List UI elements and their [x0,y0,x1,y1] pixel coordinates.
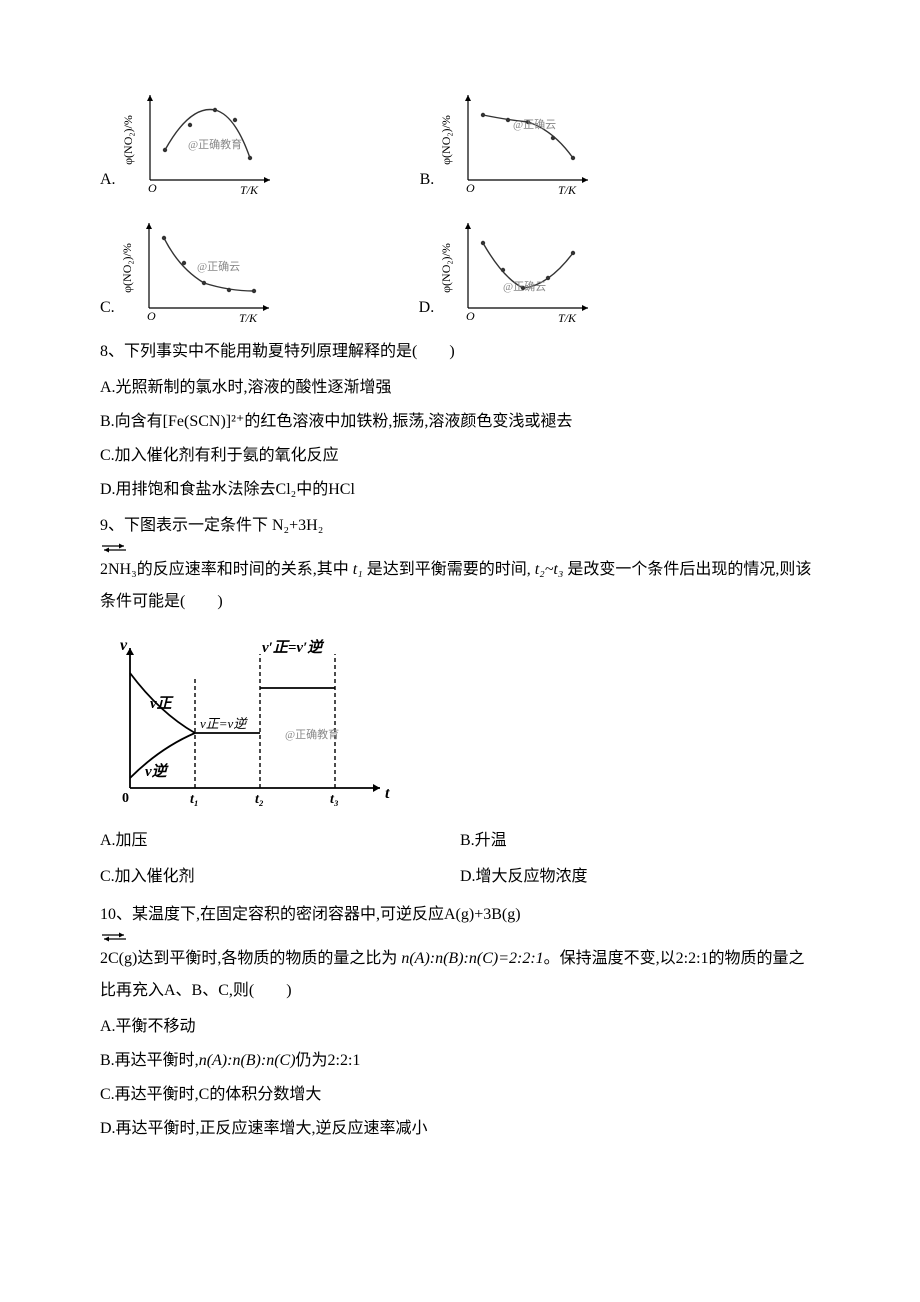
q10-b-ratio: n(A):n(B):n(C) [199,1052,296,1069]
t2-label: t₂ [255,792,264,807]
q8-option-c: C.加入催化剂有利于氨的氧化反应 [100,440,820,472]
q10-b-pre: B.再达平衡时, [100,1052,199,1069]
chart-row-1: A. φ(NO₂)/% O T/K @正确教育 B. φ(NO₂)/% O T/… [100,80,820,200]
q9-stem: 9、下图表示一定条件下 N₂+3H₂ 2NH₃的反应速率和时间的关系,其中 t₁… [100,510,820,618]
q10-ratio1: n(A):n(B):n(C)=2:2:1 [401,950,543,967]
origin-label: O [147,309,156,323]
x-axis-label: T/K [239,311,258,325]
v-reverse-label: v逆 [145,762,170,780]
q9-stem-pre: 9、下图表示一定条件下 N₂+3H₂ [100,517,323,534]
chart-row-2: C. φ(NO₂)/% O T/K @正确云 D. φ(NO₂)/% O T/K [100,208,820,328]
option-label-b: B. [420,164,435,196]
chart-cell-d: D. φ(NO₂)/% O T/K @正确云 [419,208,599,328]
v-forward-label: v正 [150,696,175,712]
origin-label: O [466,309,475,323]
chart-cell-b: B. φ(NO₂)/% O T/K @正确云 [420,80,599,200]
q8-option-a: A.光照新制的氯水时,溶液的酸性逐渐增强 [100,372,820,404]
eq1-label: v正=v逆 [200,716,248,731]
q10-stem-post: 2C(g)达到平衡时,各物质的物质的量之比为 [100,950,401,967]
q9-option-b: B.升温 [460,825,820,857]
q10-option-a: A.平衡不移动 [100,1011,820,1043]
chart-cell-c: C. φ(NO₂)/% O T/K @正确云 [100,208,279,328]
origin-label: O [148,181,157,195]
chart-cell-a: A. φ(NO₂)/% O T/K @正确教育 [100,80,280,200]
watermark: @正确云 [503,280,546,293]
t3-label: t₃ [330,792,339,807]
q8-option-b: B.向含有[Fe(SCN)]²⁺的红色溶液中加铁粉,振荡,溶液颜色变浅或褪去 [100,406,820,438]
chart-a: φ(NO₂)/% O T/K @正确教育 [120,80,280,200]
t1-label: t₁ [190,792,199,807]
q9-option-a: A.加压 [100,825,460,857]
q10-option-b: B.再达平衡时,n(A):n(B):n(C)仍为2:2:1 [100,1045,820,1077]
equilibrium-arrows-icon [100,542,128,554]
origin-label: 0 [122,791,129,806]
x-axis-label: T/K [558,311,577,325]
watermark: @正确云 [513,118,556,131]
x-axis-label: t [385,785,390,802]
q9-t1: t₁ [353,561,363,578]
y-axis-label: φ(NO₂)/% [439,115,453,165]
y-axis-label: φ(NO₂)/% [439,243,453,293]
chart-b: φ(NO₂)/% O T/K @正确云 [438,80,598,200]
eq2-label: v′正=v′逆 [262,638,325,656]
option-label-a: A. [100,164,116,196]
y-axis-label: v [120,637,128,654]
q9-option-c: C.加入催化剂 [100,861,460,893]
q9-t1-text: 是达到平衡需要的时间, [363,561,535,578]
watermark: @正确教育 [285,727,339,741]
q9-stem-post: 2NH₃的反应速率和时间的关系,其中 [100,561,353,578]
q8-option-d: D.用排饱和食盐水法除去Cl₂中的HCl [100,474,820,506]
q10-stem-pre: 10、某温度下,在固定容积的密闭容器中,可逆反应A(g)+3B(g) [100,906,521,923]
q10-stem: 10、某温度下,在固定容积的密闭容器中,可逆反应A(g)+3B(g) 2C(g)… [100,899,820,1007]
equilibrium-arrows-icon [100,931,128,943]
chart-c: φ(NO₂)/% O T/K @正确云 [119,208,279,328]
chart-d: φ(NO₂)/% O T/K @正确云 [438,208,598,328]
q10-b-post: 仍为2:2:1 [296,1052,361,1069]
q9-options-row-2: C.加入催化剂 D.增大反应物浓度 [100,859,820,895]
q9-options-row-1: A.加压 B.升温 [100,823,820,859]
q9-option-d: D.增大反应物浓度 [460,861,820,893]
watermark: @正确云 [197,260,240,273]
option-label-d: D. [419,292,435,324]
y-axis-label: φ(NO₂)/% [121,115,135,165]
q10-option-c: C.再达平衡时,C的体积分数增大 [100,1079,820,1111]
q9-diagram: v t 0 v正 v逆 v正=v逆 v′正=v′逆 t₁ t₂ t₃ @正确教育 [100,628,820,813]
q8-stem: 8、下列事实中不能用勒夏特列原理解释的是( ) [100,336,820,368]
watermark: @正确教育 [188,137,242,151]
q9-t2t3: t₂~t₃ [535,561,564,578]
y-axis-label: φ(NO₂)/% [120,243,134,293]
x-axis-label: T/K [240,183,259,197]
q10-option-d: D.再达平衡时,正反应速率增大,逆反应速率减小 [100,1113,820,1145]
option-label-c: C. [100,292,115,324]
x-axis-label: T/K [558,183,577,197]
origin-label: O [466,181,475,195]
